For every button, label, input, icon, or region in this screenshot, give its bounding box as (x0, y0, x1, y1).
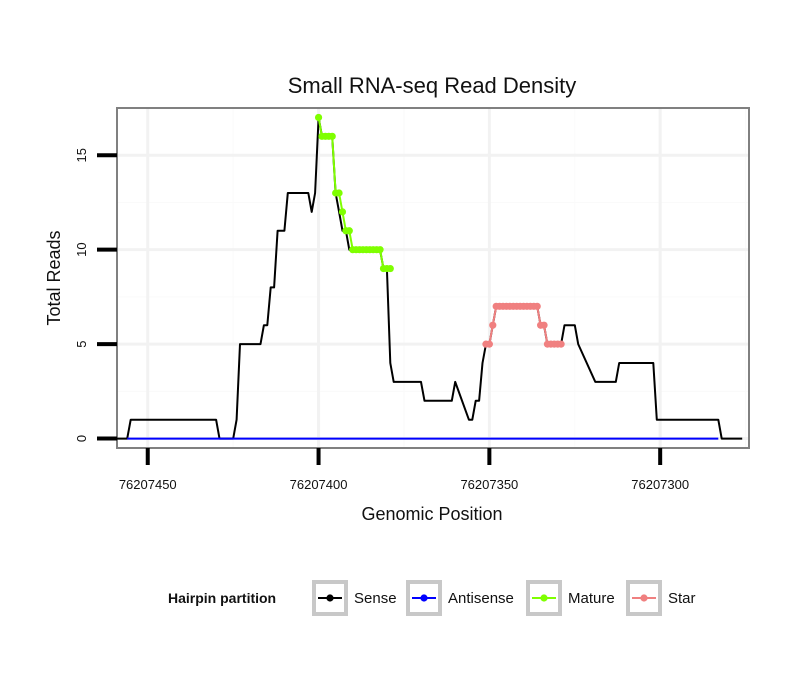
data-point-mature (376, 246, 384, 254)
data-point-mature (335, 189, 343, 197)
legend-label-antisense: Antisense (448, 590, 514, 607)
legend-title: Hairpin partition (168, 590, 276, 606)
series-layer (117, 113, 743, 440)
y-tick-label: 5 (74, 340, 89, 347)
x-tick-label: 76207300 (631, 477, 689, 492)
legend-key-point-sense (326, 594, 334, 602)
x-tick-label: 76207450 (119, 477, 177, 492)
data-point-mature (345, 227, 353, 235)
legend: Hairpin partition Sense Antisense Mature St… (168, 580, 696, 616)
data-point-star (540, 321, 548, 329)
legend-label-sense: Sense (354, 590, 397, 607)
x-axis: 76207450 76207400 76207350 76207300 (119, 448, 689, 492)
data-point-star (485, 340, 493, 348)
y-tick-label: 0 (74, 435, 89, 442)
y-axis-title: Total Reads (44, 230, 64, 325)
plot-panel (116, 107, 750, 449)
series-line-sense (117, 116, 743, 440)
data-point-star (533, 302, 541, 310)
x-tick-label: 76207400 (290, 477, 348, 492)
data-point-star (557, 340, 565, 348)
chart-title: Small RNA-seq Read Density (288, 73, 577, 98)
legend-key-point-antisense (420, 594, 428, 602)
x-tick-label: 76207350 (460, 477, 518, 492)
legend-label-mature: Mature (568, 590, 615, 607)
data-point-mature (314, 113, 323, 122)
legend-item-antisense: Antisense (406, 580, 514, 616)
data-point-star (489, 321, 497, 329)
legend-label-star: Star (668, 590, 696, 607)
y-axis: 0 5 10 15 (74, 148, 117, 442)
legend-item-sense: Sense (312, 580, 397, 616)
legend-key-point-star (640, 594, 648, 602)
data-point-mature (386, 264, 394, 273)
data-point-mature (328, 132, 336, 140)
y-tick-label: 15 (74, 148, 89, 162)
legend-item-mature: Mature (526, 580, 615, 616)
x-axis-title: Genomic Position (361, 504, 502, 524)
series-segment-mature (331, 136, 337, 194)
legend-item-star: Star (626, 580, 696, 616)
y-tick-label: 10 (74, 242, 89, 256)
legend-key-point-mature (540, 594, 548, 602)
data-point-mature (338, 208, 347, 216)
